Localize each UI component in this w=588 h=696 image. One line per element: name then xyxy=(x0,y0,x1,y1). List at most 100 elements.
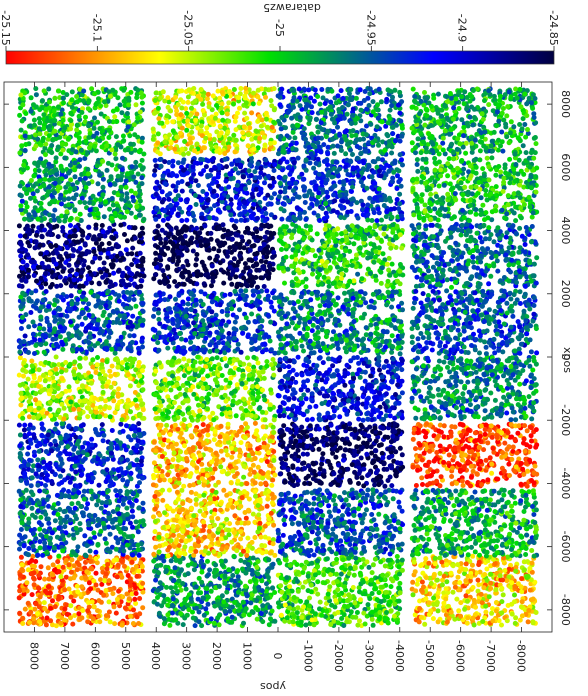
data-point xyxy=(384,572,390,578)
data-point xyxy=(501,492,507,498)
data-point xyxy=(238,558,244,563)
data-point xyxy=(509,547,514,552)
data-point xyxy=(278,456,284,462)
data-point xyxy=(523,460,529,466)
data-point xyxy=(26,520,32,526)
data-point xyxy=(259,543,265,548)
data-point xyxy=(153,468,159,474)
data-point xyxy=(114,574,120,580)
data-point xyxy=(450,589,456,595)
data-point xyxy=(346,571,352,576)
data-point xyxy=(185,571,191,577)
data-point xyxy=(81,513,86,519)
data-point xyxy=(500,592,506,598)
data-point xyxy=(308,589,314,595)
data-point xyxy=(62,587,68,593)
data-point xyxy=(362,512,367,517)
data-point xyxy=(292,493,298,499)
data-point xyxy=(374,475,380,481)
data-point xyxy=(505,430,511,435)
data-point xyxy=(263,480,268,486)
data-point xyxy=(372,425,378,431)
data-point xyxy=(86,580,92,586)
data-point xyxy=(195,526,200,532)
data-point xyxy=(192,522,197,527)
data-point xyxy=(29,505,35,511)
data-point xyxy=(334,556,340,562)
data-point xyxy=(459,498,465,504)
data-point xyxy=(315,591,321,597)
data-point xyxy=(458,613,464,619)
data-point xyxy=(309,515,315,520)
data-point xyxy=(489,470,495,476)
data-point xyxy=(70,510,76,516)
data-point xyxy=(47,541,53,547)
data-point xyxy=(324,437,330,442)
data-point xyxy=(356,481,361,486)
data-point xyxy=(165,472,171,478)
data-point xyxy=(357,512,363,518)
data-point xyxy=(85,619,91,625)
data-point xyxy=(470,468,476,474)
data-point xyxy=(423,517,429,523)
data-point xyxy=(451,454,457,460)
data-point xyxy=(420,482,425,487)
data-point xyxy=(369,616,375,622)
data-point xyxy=(213,489,219,495)
data-point xyxy=(98,577,103,583)
data-point xyxy=(88,565,94,571)
data-point xyxy=(532,520,538,525)
data-point xyxy=(417,606,423,611)
data-point xyxy=(491,488,497,494)
data-point xyxy=(485,532,491,538)
data-point xyxy=(203,606,209,612)
data-point xyxy=(310,519,316,525)
data-point xyxy=(302,579,308,585)
data-point xyxy=(304,451,310,457)
data-point xyxy=(454,596,460,602)
data-point xyxy=(218,536,224,542)
data-point xyxy=(17,546,22,552)
data-point xyxy=(90,517,96,523)
data-point xyxy=(425,489,431,495)
data-point xyxy=(390,578,396,584)
data-point xyxy=(266,557,272,563)
data-point xyxy=(176,571,182,577)
data-point xyxy=(293,438,299,444)
data-point xyxy=(291,483,297,489)
data-point xyxy=(278,583,284,589)
data-point xyxy=(50,562,56,568)
data-point xyxy=(457,467,463,473)
data-point xyxy=(29,592,35,598)
colorbar-tick-label: -24.85 xyxy=(547,10,560,45)
data-point xyxy=(353,555,359,561)
data-point xyxy=(230,573,236,578)
data-point xyxy=(232,513,238,519)
data-point xyxy=(295,579,300,584)
data-point xyxy=(165,596,171,602)
data-point xyxy=(19,535,25,541)
data-point xyxy=(105,494,111,500)
data-point xyxy=(389,483,395,489)
data-point xyxy=(351,513,357,518)
data-point xyxy=(317,599,323,605)
data-point xyxy=(453,511,459,517)
data-point xyxy=(303,622,309,628)
data-point xyxy=(161,593,167,599)
data-point xyxy=(531,470,537,476)
data-point xyxy=(85,501,91,507)
data-point xyxy=(235,582,241,588)
data-point xyxy=(260,424,266,430)
data-point xyxy=(211,549,217,555)
data-point xyxy=(177,550,183,556)
data-point xyxy=(330,531,336,537)
data-point xyxy=(509,508,515,514)
data-point xyxy=(352,537,358,542)
data-point xyxy=(360,556,366,562)
data-point xyxy=(128,613,133,619)
data-point xyxy=(411,559,417,565)
data-point xyxy=(421,450,427,456)
data-point xyxy=(287,540,293,546)
data-point xyxy=(412,535,418,541)
data-point xyxy=(278,612,284,618)
